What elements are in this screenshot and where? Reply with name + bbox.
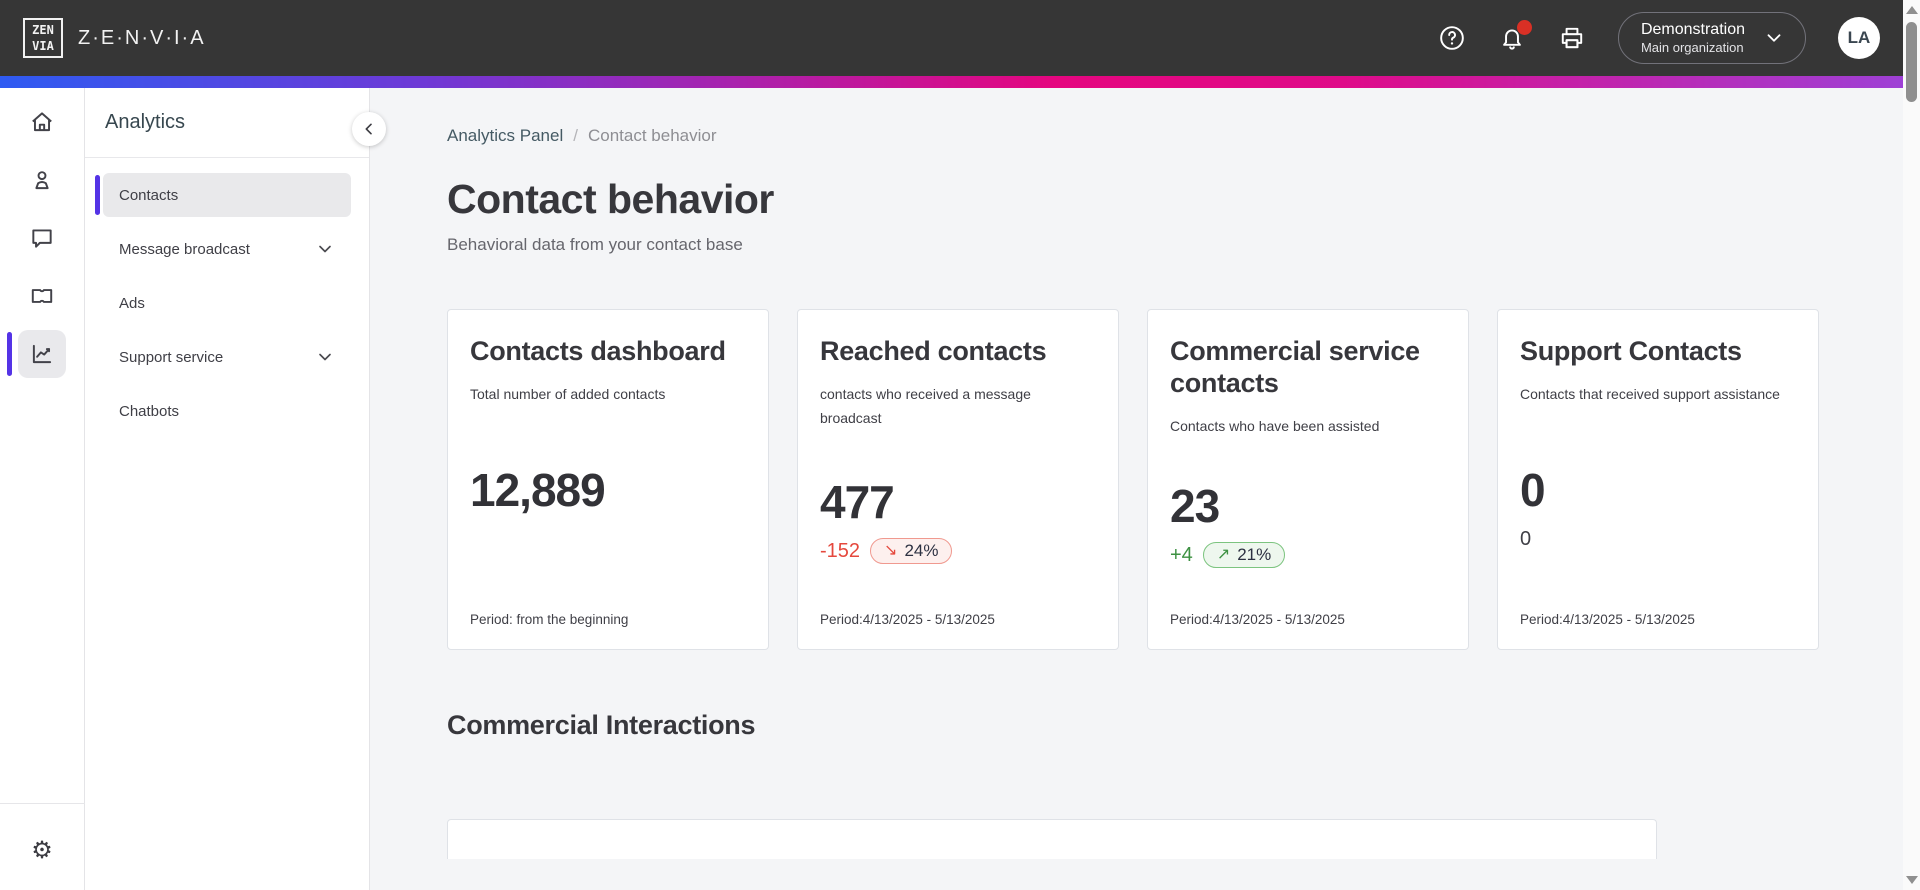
chevron-left-icon — [365, 123, 372, 135]
card-value: 477 — [820, 476, 895, 529]
panel-menu: Contacts Message broadcast Ads Support s… — [85, 158, 369, 433]
menu-item-label: Ads — [119, 294, 145, 312]
card-period: Period:4/13/2025 - 5/13/2025 — [1520, 611, 1695, 627]
panel-collapse-button[interactable] — [352, 112, 386, 146]
rail-divider — [0, 803, 85, 804]
delta-value: +4 — [1170, 543, 1193, 566]
card-title: Reached contacts — [820, 336, 1047, 366]
scrollbar-thumb[interactable] — [1906, 22, 1917, 102]
breadcrumb-analytics-panel[interactable]: Analytics Panel — [447, 126, 564, 145]
organization-type: Main organization — [1640, 39, 1744, 55]
card-value: 12,889 — [470, 464, 606, 517]
analytics-chart-icon[interactable] — [7, 330, 66, 378]
breadcrumb-current: Contact behavior — [587, 126, 717, 145]
home-icon[interactable] — [18, 98, 66, 146]
delta-value: -152 — [820, 539, 861, 562]
printer-icon[interactable] — [1558, 24, 1586, 52]
brand-wordmark: Z·E·N·V·I·A — [78, 26, 206, 49]
trend-percent: 24% — [904, 541, 939, 561]
menu-item-label: Contacts — [119, 186, 179, 204]
card-title: Commercial service contacts — [1170, 336, 1420, 398]
notifications-bell-icon[interactable] — [1498, 20, 1532, 52]
svg-text:ZEN: ZEN — [32, 23, 54, 37]
commercial-interactions-card — [447, 819, 1657, 859]
card-subtitle: contacts who received a message broadcas… — [820, 385, 1031, 427]
trend-up-arrow-icon: ↗ — [1216, 546, 1231, 564]
section-title-commercial-interactions: Commercial Interactions — [447, 710, 756, 740]
card-value: 0 — [1520, 464, 1546, 517]
card-subtitle: Contacts that received support assistanc… — [1520, 385, 1780, 402]
scrollbar-up-arrow[interactable] — [1905, 6, 1918, 14]
conversations-chat-icon[interactable] — [18, 214, 66, 262]
chevron-down-icon — [319, 245, 331, 253]
tickets-icon[interactable] — [18, 272, 66, 320]
card-period: Period: from the beginning — [470, 611, 629, 627]
trend-down-arrow-icon: ↘ — [884, 542, 898, 560]
scrollbar-down-arrow[interactable] — [1905, 876, 1918, 884]
card-value: 23 — [1170, 480, 1220, 533]
page-title: Contact behavior — [447, 176, 774, 222]
card-commercial-service-contacts: Commercial service contacts Contacts who… — [1147, 309, 1469, 650]
vertical-scrollbar[interactable] — [1903, 0, 1920, 890]
topbar: ZEN VIA Z·E·N·V·I·A — [0, 0, 1920, 76]
svg-text:VIA: VIA — [32, 39, 54, 53]
analytics-panel: Analytics Contacts Message broadcast Ads… — [85, 88, 386, 890]
help-icon[interactable] — [1438, 24, 1466, 52]
settings-gear-icon[interactable]: ⚙ — [31, 836, 53, 864]
menu-item-contacts[interactable]: Contacts — [95, 173, 351, 217]
card-contacts-dashboard: Contacts dashboard Total number of added… — [447, 309, 769, 650]
user-avatar[interactable]: LA — [1838, 17, 1880, 59]
trend-badge-up: ↗ 21% — [1202, 542, 1286, 569]
menu-item-label: Support service — [119, 348, 224, 366]
card-reached-contacts: Reached contacts contacts who received a… — [797, 309, 1119, 650]
organization-name: Demonstration — [1640, 20, 1745, 38]
panel-title: Analytics — [105, 111, 186, 133]
menu-item-label: Chatbots — [119, 402, 180, 420]
brand: ZEN VIA Z·E·N·V·I·A — [22, 17, 206, 59]
delta-row: -152 ↘ 24% — [820, 535, 1094, 567]
card-support-contacts: Support Contacts Contacts that received … — [1497, 309, 1819, 650]
delta-value: 0 — [1520, 527, 1532, 550]
card-subtitle: Contacts who have been assisted — [1170, 417, 1380, 434]
brand-gradient-bar — [0, 76, 1920, 88]
kpi-cards-row: Contacts dashboard Total number of added… — [447, 309, 1920, 650]
card-subtitle: Total number of added contacts — [470, 385, 666, 402]
trend-badge-down: ↘ 24% — [870, 538, 953, 565]
menu-item-support-service[interactable]: Support service — [103, 335, 351, 379]
chevron-down-icon — [319, 353, 331, 361]
contacts-person-icon[interactable] — [18, 156, 66, 204]
card-title: Support Contacts — [1520, 336, 1742, 366]
zenvia-logo-icon: ZEN VIA — [23, 18, 63, 58]
menu-item-message-broadcast[interactable]: Message broadcast — [103, 227, 351, 271]
icon-rail: ⚙ — [0, 88, 85, 890]
delta-row: 0 — [1520, 523, 1794, 555]
card-title: Contacts dashboard — [470, 336, 726, 366]
breadcrumb-separator: / — [573, 126, 578, 145]
main-content: Analytics Panel / Contact behavior Conta… — [370, 88, 1920, 890]
breadcrumb: Analytics Panel / Contact behavior — [447, 126, 1920, 146]
menu-item-label: Message broadcast — [119, 240, 250, 258]
notification-badge — [1516, 20, 1532, 35]
menu-item-ads[interactable]: Ads — [103, 281, 351, 325]
delta-row-empty — [470, 523, 744, 555]
delta-row: +4 ↗ 21% — [1170, 539, 1444, 571]
chevron-down-icon — [1767, 34, 1781, 42]
organization-switcher[interactable]: Demonstration Main organization — [1617, 11, 1806, 65]
page-subtitle: Behavioral data from your contact base — [447, 235, 743, 254]
trend-percent: 21% — [1237, 545, 1272, 565]
card-period: Period:4/13/2025 - 5/13/2025 — [820, 611, 995, 627]
card-period: Period:4/13/2025 - 5/13/2025 — [1170, 612, 1345, 627]
menu-item-chatbots[interactable]: Chatbots — [103, 389, 351, 433]
